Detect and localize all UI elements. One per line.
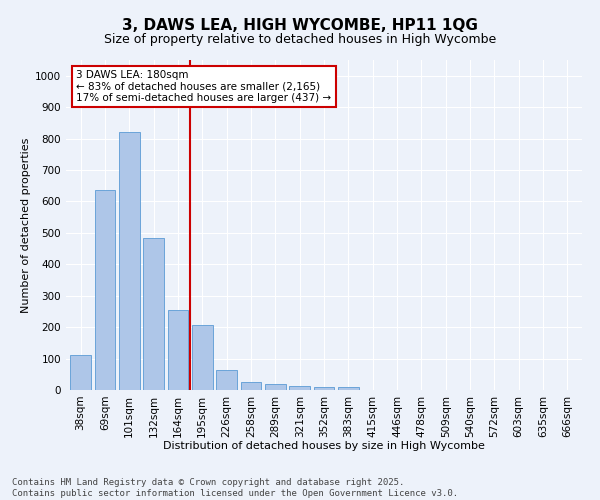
Bar	[289, 386, 310, 390]
Text: Size of property relative to detached houses in High Wycombe: Size of property relative to detached ho…	[104, 32, 496, 46]
Bar	[216, 370, 237, 390]
X-axis label: Distribution of detached houses by size in High Wycombe: Distribution of detached houses by size …	[163, 441, 485, 451]
Y-axis label: Number of detached properties: Number of detached properties	[21, 138, 31, 312]
Text: 3, DAWS LEA, HIGH WYCOMBE, HP11 1QG: 3, DAWS LEA, HIGH WYCOMBE, HP11 1QG	[122, 18, 478, 32]
Bar	[338, 388, 359, 390]
Bar	[265, 384, 286, 390]
Bar	[119, 132, 140, 390]
Bar	[192, 325, 212, 390]
Text: Contains HM Land Registry data © Crown copyright and database right 2025.
Contai: Contains HM Land Registry data © Crown c…	[12, 478, 458, 498]
Bar	[143, 238, 164, 390]
Bar	[167, 310, 188, 390]
Bar	[95, 190, 115, 390]
Bar	[70, 356, 91, 390]
Bar	[314, 387, 334, 390]
Bar	[241, 382, 262, 390]
Text: 3 DAWS LEA: 180sqm
← 83% of detached houses are smaller (2,165)
17% of semi-deta: 3 DAWS LEA: 180sqm ← 83% of detached hou…	[76, 70, 331, 103]
